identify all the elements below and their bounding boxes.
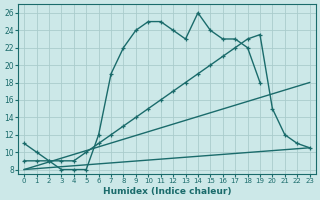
X-axis label: Humidex (Indice chaleur): Humidex (Indice chaleur) <box>103 187 231 196</box>
